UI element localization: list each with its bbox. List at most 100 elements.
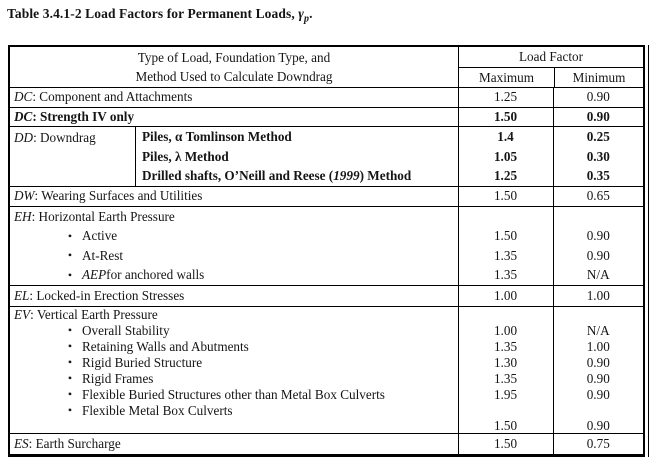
label-segment: : Strength IV only — [32, 108, 135, 124]
label-segment: Drilled shafts, O’Neill and Reese ( — [142, 168, 334, 183]
label-segment: Piles, α Tomlinson Method — [142, 129, 292, 144]
min-value-cell: N/A — [552, 322, 644, 339]
min-value-cell: 0.90 — [552, 386, 644, 403]
label-segment: : Component and Attachments — [32, 89, 193, 105]
label-segment: Flexible Metal Box Culverts — [82, 402, 233, 418]
max-value-cell: 1.4 1.05 1.25 — [457, 127, 553, 186]
label-segment: : Wearing Surfaces and Utilities — [34, 188, 203, 204]
max-value: 1.25 — [493, 168, 518, 183]
load-factors-table: Type of Load, Foundation Type, and Metho… — [8, 45, 649, 457]
load-type-cell: DD: Downdrag Piles, α Tomlinson Method Pil… — [10, 127, 458, 186]
max-value-cell: 1.00 — [457, 286, 553, 306]
min-value-cell: 0.65 — [552, 186, 644, 206]
min-value: 0.35 — [586, 168, 610, 183]
section-dw: DW: Wearing Surfaces and Utilities 1.50 0.… — [10, 185, 644, 206]
table-row: DW: Wearing Surfaces and Utilities 1.50 0.… — [10, 186, 644, 206]
section-es: ES: Earth Surcharge 1.50 0.75 — [10, 432, 643, 454]
label-segment: ES — [14, 435, 29, 451]
table-row: DC: Strength IV only 1.50 0.90 — [10, 107, 644, 126]
table-row: • Rigid Buried Structure 1.30 0.90 — [10, 354, 644, 371]
label-segment: EL — [14, 287, 30, 303]
gamma-symbol: γp — [298, 6, 310, 25]
min-value-cell — [552, 207, 644, 227]
load-type-cell: • Rigid Frames — [10, 371, 458, 387]
label-segment: DD — [14, 130, 34, 145]
bullet-icon: • — [67, 403, 73, 417]
max-value: 1.4 — [497, 129, 514, 144]
label-segment: : Earth Surcharge — [28, 435, 121, 451]
max-value-cell: 1.35 — [457, 338, 553, 355]
load-type-cell: DC: Component and Attachments — [10, 88, 458, 107]
bullet-icon: • — [67, 323, 73, 337]
load-type-header: Type of Load, Foundation Type, and Metho… — [10, 47, 458, 87]
section-dc2: DC: Strength IV only 1.50 0.90 — [10, 106, 644, 126]
label-segment: Rigid Buried Structure — [82, 354, 203, 370]
method-label: Drilled shafts, O’Neill and Reese (1999)… — [142, 166, 458, 186]
min-value-cell: 0.90 — [552, 418, 644, 433]
min-value-cell — [552, 306, 644, 323]
bullet-icon: • — [67, 371, 73, 385]
load-type-cell: • At-Rest — [10, 246, 458, 266]
method-label: Piles, α Tomlinson Method — [142, 127, 458, 147]
min-value-cell: 0.90 — [552, 226, 644, 246]
load-type-cell: • AEP for anchored walls — [10, 266, 458, 286]
label-segment: : Horizontal Earth Pressure — [31, 208, 175, 224]
min-value: 0.25 — [586, 129, 610, 144]
max-value-cell: 1.50 — [457, 433, 553, 454]
min-value-cell: 0.90 — [552, 107, 644, 126]
bullet-icon: • — [67, 339, 73, 353]
max-value-cell: 1.50 — [457, 226, 553, 246]
label-segment: Active — [82, 228, 118, 244]
label-segment: EV — [14, 306, 31, 322]
table-row: • Overall Stability 1.00 N/A — [10, 322, 644, 339]
method-label: Piles, λ Method — [142, 147, 458, 167]
label-segment: AEP — [82, 267, 107, 283]
max-value-cell: 1.35 — [457, 246, 553, 266]
table-row: 1.50 0.90 — [10, 418, 644, 433]
load-type-cell: EH: Horizontal Earth Pressure — [10, 207, 458, 227]
load-factor-header: Load Factor — [459, 47, 643, 68]
bullet-icon: • — [67, 267, 73, 282]
label-segment: : Vertical Earth Pressure — [30, 306, 158, 322]
max-value-cell: 1.50 — [457, 107, 553, 126]
load-type-header-line2: Method Used to Calculate Downdrag — [135, 69, 333, 84]
max-value: 1.05 — [493, 148, 518, 164]
label-segment: Rigid Frames — [82, 370, 154, 386]
min-value-cell: N/A — [552, 265, 644, 285]
label-segment: DC — [14, 108, 33, 124]
table-row: • Active 1.50 0.90 — [10, 226, 644, 247]
bullet-icon: • — [67, 355, 73, 369]
table-row: • Retaining Walls and Abutments 1.35 1.00 — [10, 338, 643, 355]
bullet-icon: • — [67, 248, 73, 263]
section-eh: EH: Horizontal Earth Pressure • Active 1.50… — [10, 206, 643, 285]
section-dd: DD: Downdrag Piles, α Tomlinson Method Pil… — [10, 126, 643, 186]
label-segment: EH — [14, 208, 32, 224]
min-value-cell: 0.90 — [552, 354, 644, 371]
min-value-cell: 1.00 — [552, 286, 644, 306]
table-row: • Rigid Frames 1.35 0.90 — [10, 370, 643, 387]
label-segment: 1999 — [333, 168, 360, 183]
label-segment: : Downdrag — [33, 130, 96, 145]
max-value-cell: 1.50 — [457, 186, 553, 206]
load-type-cell: • Active — [10, 227, 458, 247]
max-value-cell — [457, 402, 553, 419]
label-segment: DW — [14, 188, 35, 204]
min-value-cell: 0.90 — [552, 246, 644, 266]
table-title: Table 3.4.1-2 Load Factors for Permanent… — [7, 6, 313, 25]
label-segment: ) Method — [359, 168, 412, 183]
downdrag-label: DD: Downdrag — [10, 127, 135, 186]
table-row: DD: Downdrag Piles, α Tomlinson Method Pil… — [10, 127, 643, 186]
table-row: • Flexible Buried Structures other than M… — [10, 386, 644, 403]
label-segment: At-Rest — [82, 247, 124, 263]
load-factor-subheaders: Maximum Minimum — [459, 67, 643, 87]
min-value-cell: 0.90 — [552, 88, 644, 107]
load-factor-header-group: Load Factor Maximum Minimum — [458, 47, 643, 87]
load-type-header-line1: Type of Load, Foundation Type, and — [137, 50, 331, 65]
label-segment: for anchored walls — [106, 267, 205, 283]
table-row: EL: Locked-in Erection Stresses 1.00 1.00 — [10, 286, 643, 306]
bullet-icon: • — [67, 228, 73, 243]
table-row: EH: Horizontal Earth Pressure — [10, 207, 643, 227]
bullet-icon: • — [67, 387, 73, 401]
label-segment: Piles, λ Method — [142, 148, 229, 164]
label-segment: DC — [14, 89, 33, 105]
